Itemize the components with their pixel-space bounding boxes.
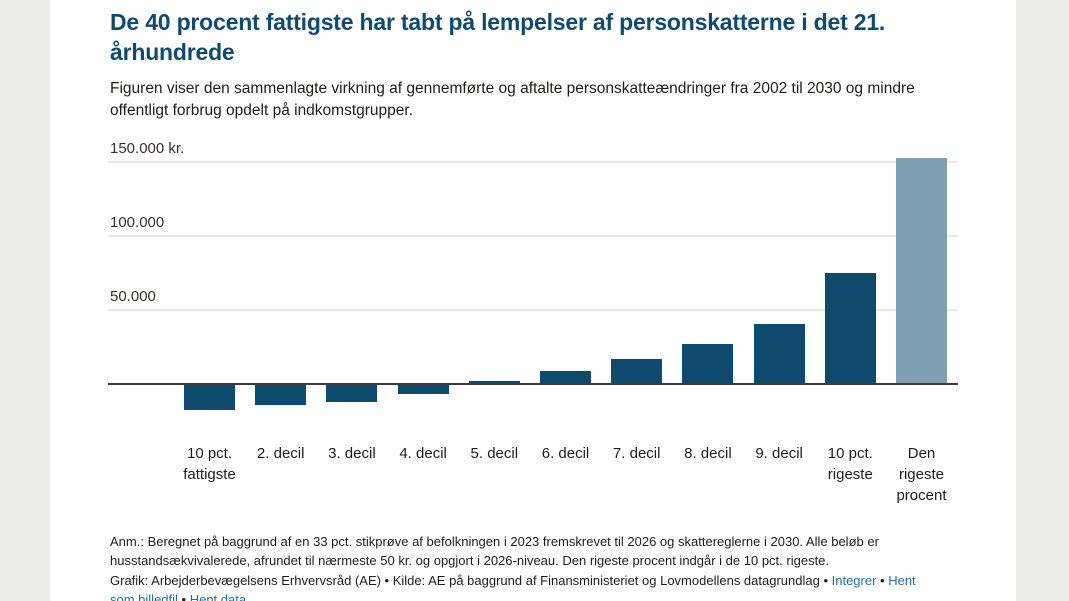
bullet-separator: • bbox=[819, 573, 832, 588]
x-axis-category-label: 10 pct. rigeste bbox=[827, 445, 873, 483]
chart-footnote: Anm.: Beregnet på baggrund af en 33 pct.… bbox=[110, 534, 879, 568]
bar[interactable] bbox=[611, 358, 663, 384]
bar[interactable] bbox=[896, 158, 947, 384]
x-axis-category-label: 9. decil bbox=[755, 445, 803, 462]
embed-link[interactable]: Integrer bbox=[831, 573, 877, 588]
x-axis-category-label: 10 pct. fattigste bbox=[183, 445, 236, 483]
x-axis-category-label: 2. decil bbox=[256, 445, 305, 462]
bar[interactable] bbox=[682, 344, 734, 384]
y-axis-tick-label: 100.000 bbox=[110, 214, 165, 231]
y-gridline bbox=[108, 309, 958, 311]
bar[interactable] bbox=[184, 385, 235, 411]
bullet-separator: • bbox=[876, 573, 889, 588]
y-gridline bbox=[108, 235, 958, 237]
x-axis-category-label: Den rigeste procent bbox=[896, 445, 947, 504]
bar[interactable] bbox=[255, 385, 307, 405]
zero-axis-line bbox=[108, 383, 958, 385]
x-axis-category-label: 6. decil bbox=[541, 445, 590, 462]
y-gridline bbox=[108, 161, 958, 163]
chart-title: De 40 procent fattigste har tabt på lemp… bbox=[110, 9, 886, 65]
bar[interactable] bbox=[753, 324, 805, 384]
bar[interactable] bbox=[540, 371, 591, 384]
x-axis-category-label: 4. decil bbox=[399, 445, 447, 462]
x-axis-category-label: 8. decil bbox=[684, 445, 732, 462]
x-axis-category-label: 5. decil bbox=[470, 445, 519, 462]
bullet-separator: • bbox=[177, 592, 190, 601]
credits-text: Grafik: Arbejderbevægelsens Erhvervsråd … bbox=[110, 573, 820, 588]
bar[interactable] bbox=[397, 385, 449, 394]
download-image-link[interactable]: Hent som billedfil bbox=[110, 573, 916, 601]
download-data-link[interactable]: Hent data bbox=[189, 592, 247, 601]
y-axis-tick-label: 50.000 bbox=[110, 288, 156, 305]
y-axis-tick-label: 150.000 kr. bbox=[110, 140, 185, 157]
x-axis-category-label: 3. decil bbox=[328, 445, 376, 462]
bar[interactable] bbox=[468, 381, 520, 384]
bar[interactable] bbox=[824, 273, 876, 384]
chart-subtitle: Figuren viser den sammenlagte virkning a… bbox=[110, 80, 915, 119]
bar[interactable] bbox=[326, 385, 378, 403]
x-axis-category-label: 7. decil bbox=[612, 445, 661, 462]
credits-line: Grafik: Arbejderbevægelsens Erhvervsråd … bbox=[110, 571, 940, 601]
